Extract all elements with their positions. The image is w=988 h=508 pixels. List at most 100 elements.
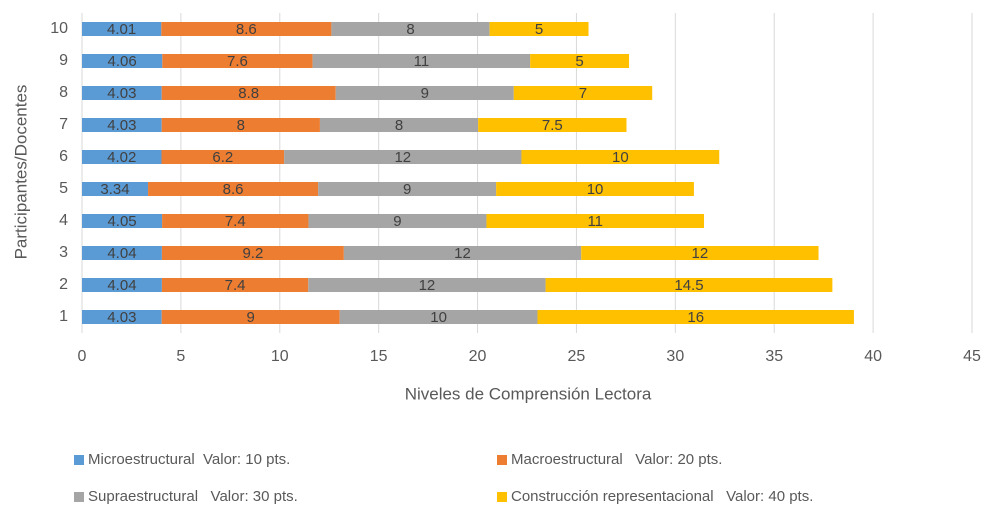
data-label: 9	[403, 181, 411, 198]
bar-segment	[545, 278, 833, 292]
y-tick-label: 7	[59, 116, 68, 133]
data-label: 16	[687, 309, 704, 326]
data-label: 10	[612, 149, 629, 166]
bar-segment	[161, 278, 309, 292]
data-label: 12	[454, 245, 471, 262]
legend-label: Microestructural Valor: 10 pts.	[88, 451, 290, 468]
y-tick-label: 2	[59, 276, 68, 293]
bar-segment	[161, 118, 320, 132]
bar-segment	[308, 278, 546, 292]
bar-segment	[82, 214, 163, 228]
bar-segment	[82, 246, 162, 260]
data-label: 10	[587, 181, 604, 198]
y-tick-label: 6	[59, 148, 68, 165]
bar-segment	[161, 246, 344, 260]
bar-segment	[319, 118, 479, 132]
bar-segment	[343, 246, 582, 260]
data-label: 11	[414, 53, 430, 70]
data-label: 7	[579, 85, 587, 102]
data-label: 8.8	[238, 85, 259, 102]
y-tick-label: 8	[59, 84, 68, 101]
x-tick-label: 25	[568, 348, 586, 365]
data-label: 4.01	[107, 21, 136, 38]
data-label: 4.03	[107, 309, 136, 326]
data-label: 8.6	[223, 181, 244, 198]
data-label: 7.4	[225, 213, 246, 230]
bar-segment	[82, 182, 149, 196]
bar-segment	[162, 214, 309, 228]
data-label: 8.6	[236, 21, 257, 38]
data-label: 10	[430, 309, 447, 326]
data-label: 9	[421, 85, 429, 102]
bar-segment	[339, 310, 538, 324]
x-tick-label: 10	[271, 348, 289, 365]
data-label: 3.34	[100, 181, 129, 198]
legend-label: Construcción representacional Valor: 40 …	[511, 488, 813, 505]
legend-swatch	[497, 455, 507, 465]
bar-segment	[161, 310, 340, 324]
data-label: 9	[393, 213, 401, 230]
legend-swatch	[497, 492, 507, 502]
bar-segment	[82, 310, 162, 324]
bar-segment	[530, 54, 630, 68]
y-axis-title: Participantes/Docentes	[11, 85, 30, 260]
bar-segment	[82, 118, 162, 132]
bar-segment	[82, 54, 163, 68]
bar-segment	[82, 22, 162, 36]
bar-segment	[331, 22, 490, 36]
x-tick-label: 45	[963, 348, 981, 365]
legend-label: Macroestructural Valor: 20 pts.	[511, 451, 722, 468]
data-label: 9.2	[242, 245, 263, 262]
bar-segment	[161, 86, 336, 100]
data-label: 4.02	[107, 149, 136, 166]
bar-segment	[478, 118, 627, 132]
x-tick-label: 15	[370, 348, 388, 365]
data-label: 7.5	[542, 117, 563, 134]
x-tick-label: 35	[765, 348, 783, 365]
bar-segment	[489, 22, 589, 36]
legend-swatch	[74, 455, 84, 465]
y-tick-label: 10	[50, 20, 68, 37]
legend-label: Supraestructural Valor: 30 pts.	[88, 488, 298, 505]
bar-segment	[82, 86, 162, 100]
bar-segment	[312, 54, 531, 68]
data-label: 8	[237, 117, 245, 134]
y-tick-label: 9	[59, 52, 68, 69]
data-label: 12	[394, 149, 411, 166]
bar-segment	[161, 22, 332, 36]
data-label: 8	[395, 117, 403, 134]
data-label: 4.06	[108, 53, 137, 70]
bar-segment	[581, 246, 819, 260]
data-label: 4.03	[107, 117, 136, 134]
bar-segment	[496, 182, 694, 196]
data-label: 6.2	[212, 149, 233, 166]
bar-segment	[318, 182, 497, 196]
data-label: 12	[419, 277, 436, 294]
data-label: 14.5	[674, 277, 703, 294]
x-axis-title: Niveles de Comprensión Lectora	[405, 384, 652, 403]
x-tick-label: 5	[176, 348, 185, 365]
legend-swatch	[74, 492, 84, 502]
bar-segment	[308, 214, 487, 228]
bar-segment	[284, 150, 522, 164]
x-tick-label: 20	[469, 348, 487, 365]
data-label: 8	[406, 21, 414, 38]
y-tick-label: 1	[59, 308, 68, 325]
bar-segment	[161, 150, 285, 164]
data-label: 4.03	[107, 85, 136, 102]
data-label: 4.04	[107, 277, 136, 294]
data-label: 5	[575, 53, 583, 70]
bar-segment	[82, 278, 162, 292]
data-label: 4.05	[107, 213, 136, 230]
y-tick-label: 5	[59, 180, 68, 197]
bar-segment	[521, 150, 720, 164]
x-tick-label: 0	[78, 348, 87, 365]
x-tick-label: 40	[864, 348, 882, 365]
data-label: 9	[247, 309, 255, 326]
data-label: 7.4	[225, 277, 246, 294]
bar-segment	[82, 150, 162, 164]
data-label: 11	[587, 213, 603, 230]
bar-segment	[335, 86, 514, 100]
